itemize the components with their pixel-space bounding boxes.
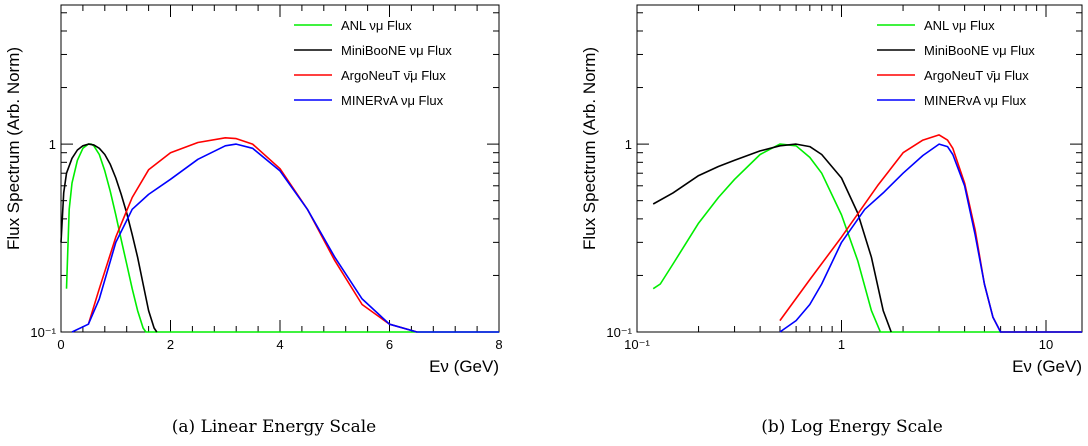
series-line-2 xyxy=(779,134,1082,333)
series-line-1 xyxy=(60,143,158,333)
x-axis-label: Eν (GeV) xyxy=(429,357,499,376)
series-line-3 xyxy=(779,143,1082,333)
y-axis-label: Flux Spectrum (Arb. Norm) xyxy=(580,47,599,250)
legend-entry: MiniBooNE νμ Flux xyxy=(924,43,1035,58)
y-axis-label: Flux Spectrum (Arb. Norm) xyxy=(4,47,23,250)
chart-caption: (a) Linear Energy Scale xyxy=(172,417,376,437)
x-tick-label: 10⁻¹ xyxy=(624,337,650,352)
y-tick-label: 10⁻¹ xyxy=(30,325,56,340)
legend-entry: ANL νμ Flux xyxy=(341,18,412,33)
x-axis-label: Eν (GeV) xyxy=(1012,357,1082,376)
legend-entry: ANL νμ Flux xyxy=(924,18,995,33)
y-tick-label: 1 xyxy=(625,137,632,152)
chart-caption: (b) Log Energy Scale xyxy=(761,417,943,437)
legend-entry: ArgoNeuT ν̄μ Flux xyxy=(924,68,1029,83)
x-tick-label: 10 xyxy=(1039,337,1053,352)
chart-panel-log: Flux Spectrum (Arb. Norm) Eν (GeV) (b) L… xyxy=(580,4,1083,437)
x-tick-label: 1 xyxy=(838,337,845,352)
x-tick-label: 0 xyxy=(57,337,64,352)
legend-entry: MINERvA νμ Flux xyxy=(341,93,444,108)
series-line-0 xyxy=(65,143,499,333)
legend-entry: ArgoNeuT ν̄μ Flux xyxy=(341,68,446,83)
x-tick-label: 2 xyxy=(167,337,174,352)
x-tick-label: 8 xyxy=(495,337,502,352)
y-tick-label: 10⁻¹ xyxy=(606,325,632,340)
x-tick-label: 4 xyxy=(276,337,283,352)
series-line-2 xyxy=(87,137,418,333)
x-tick-label: 6 xyxy=(386,337,393,352)
chart-panel-linear: Flux Spectrum (Arb. Norm) Eν (GeV) (a) L… xyxy=(4,4,503,437)
legend-entry: MINERvA νμ Flux xyxy=(924,93,1027,108)
series-line-0 xyxy=(652,143,1082,333)
legend-entry: MiniBooNE νμ Flux xyxy=(341,43,452,58)
series-line-1 xyxy=(652,143,892,333)
series-line-3 xyxy=(71,143,499,333)
y-tick-label: 1 xyxy=(49,137,56,152)
plot-frame xyxy=(636,4,1083,333)
